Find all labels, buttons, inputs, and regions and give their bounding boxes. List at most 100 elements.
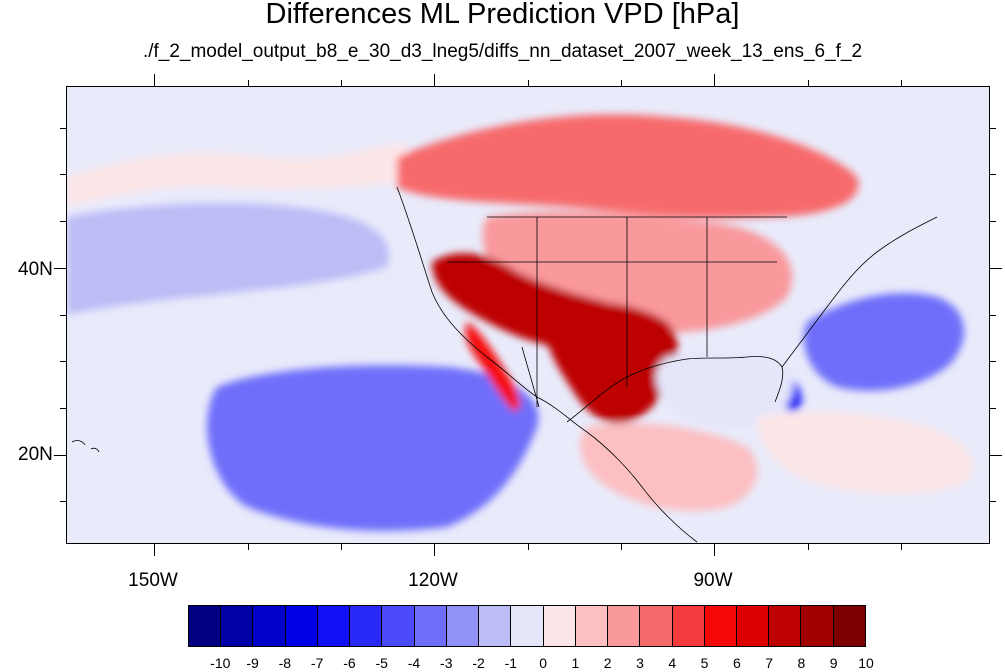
axis-tick xyxy=(990,407,996,409)
colorbar-swatch xyxy=(575,606,609,646)
lat-label-20n: 20N xyxy=(18,444,53,465)
axis-tick xyxy=(900,80,902,86)
colorbar-tick-label: 5 xyxy=(700,655,709,671)
axis-tick xyxy=(60,314,66,316)
vpd-difference-map xyxy=(67,114,973,543)
axis-tick xyxy=(60,361,66,363)
lon-label-120w: 120W xyxy=(408,570,458,591)
map-title: Differences ML Prediction VPD [hPa] xyxy=(265,0,740,30)
axis-tick xyxy=(990,221,996,223)
axis-tick xyxy=(620,544,622,550)
axis-tick xyxy=(990,267,1002,269)
colorbar-swatch xyxy=(543,606,576,646)
colorbar-tick-label: -1 xyxy=(504,655,518,671)
map-plot-area xyxy=(66,86,990,544)
coastline-segment xyxy=(521,346,540,408)
colorbar-swatch xyxy=(414,606,447,646)
axis-tick xyxy=(990,361,996,363)
anomaly-field xyxy=(67,114,973,531)
axis-tick xyxy=(60,221,66,223)
colorbar-swatch xyxy=(446,606,480,646)
colorbar-swatch xyxy=(801,606,834,646)
lon-label-90w: 90W xyxy=(693,570,733,591)
axis-tick xyxy=(990,314,996,316)
colorbar-tick-label: 1 xyxy=(571,655,580,671)
colorbar-swatch xyxy=(769,606,802,646)
colorbar-swatch xyxy=(189,606,222,646)
coastline-segment xyxy=(781,216,938,368)
anomaly-north-pacific-warm-tongue xyxy=(67,142,407,207)
axis-tick xyxy=(154,544,156,556)
colorbar-tick-label: -5 xyxy=(375,655,388,671)
anomaly-texas-hot-core xyxy=(544,302,678,424)
colorbar-tick-label: -4 xyxy=(407,655,421,671)
axis-tick xyxy=(620,80,622,86)
colorbar-tick-label: 8 xyxy=(797,655,806,671)
colorbar-swatch xyxy=(253,606,286,646)
axis-tick xyxy=(434,544,436,556)
anomaly-atlantic-cool-anomaly xyxy=(803,293,964,391)
axis-tick xyxy=(807,80,809,86)
colorbar-tick-label: 10 xyxy=(858,655,874,671)
axis-tick xyxy=(340,544,342,550)
axis-tick xyxy=(340,80,342,86)
colorbar xyxy=(188,605,866,647)
colorbar-swatch xyxy=(382,606,415,646)
anomaly-baja-california-warm-strip xyxy=(465,322,520,412)
colorbar-tick-label: 2 xyxy=(603,655,612,671)
colorbar-swatch xyxy=(511,606,544,646)
colorbar-tick-label: 0 xyxy=(539,655,548,671)
coastline-segment xyxy=(71,440,100,453)
lon-label-150w: 150W xyxy=(128,570,178,591)
colorbar-swatch xyxy=(317,606,351,646)
axis-tick xyxy=(60,127,66,129)
anomaly-canada-warm-anomaly xyxy=(397,114,859,219)
axis-tick xyxy=(990,174,996,176)
colorbar-tick-label: -10 xyxy=(210,655,231,671)
anomaly-caribbean-warm-anomaly xyxy=(757,411,973,494)
axis-tick xyxy=(60,407,66,409)
colorbar-tick-label: 9 xyxy=(829,655,838,671)
lat-label-40n: 40N xyxy=(18,259,53,280)
anomaly-central-america-warm-anomaly xyxy=(579,423,758,511)
colorbar-tick-label: 4 xyxy=(668,655,677,671)
axis-tick xyxy=(900,544,902,550)
colorbar-tick-label: 6 xyxy=(732,655,741,671)
axis-tick xyxy=(247,544,249,550)
colorbar-swatch xyxy=(608,606,641,646)
colorbar-swatch xyxy=(672,606,705,646)
colorbar-tick-label: -3 xyxy=(440,655,453,671)
axis-tick xyxy=(990,501,996,503)
coastline-segment xyxy=(447,217,777,407)
colorbar-swatch xyxy=(350,606,383,646)
axis-tick xyxy=(714,544,716,556)
colorbar-tick-label: -6 xyxy=(343,655,356,671)
colorbar-tick-label: -2 xyxy=(472,655,485,671)
colorbar-swatch xyxy=(221,606,254,646)
colorbar-tick-label: -8 xyxy=(278,655,292,671)
anomaly-eastern-pacific-cool-pool xyxy=(207,365,539,531)
coastline-segment xyxy=(396,186,698,543)
anomaly-north-pacific-cool-band xyxy=(67,202,389,315)
axis-tick xyxy=(154,74,156,86)
axis-tick xyxy=(434,74,436,86)
colorbar-swatch xyxy=(704,606,737,646)
map-subtitle: ./f_2_model_output_b8_e_30_d3_lneg5/diff… xyxy=(142,41,863,62)
colorbar-tick-label: 3 xyxy=(636,655,644,671)
colorbar-swatch xyxy=(479,606,512,646)
axis-tick xyxy=(247,80,249,86)
axis-tick xyxy=(54,267,66,269)
axis-tick xyxy=(54,454,66,456)
anomaly-gulf-of-mexico-near-zero xyxy=(655,352,793,428)
axis-tick xyxy=(990,127,996,129)
colorbar-tick-label: 7 xyxy=(765,655,774,671)
axis-tick xyxy=(807,544,809,550)
coastlines-and-borders xyxy=(71,186,938,543)
colorbar-swatch xyxy=(285,606,318,646)
axis-tick xyxy=(714,74,716,86)
axis-tick xyxy=(60,174,66,176)
axis-tick xyxy=(60,501,66,503)
coastline-segment xyxy=(566,356,784,423)
axis-tick xyxy=(990,454,1002,456)
colorbar-swatch xyxy=(640,606,673,646)
